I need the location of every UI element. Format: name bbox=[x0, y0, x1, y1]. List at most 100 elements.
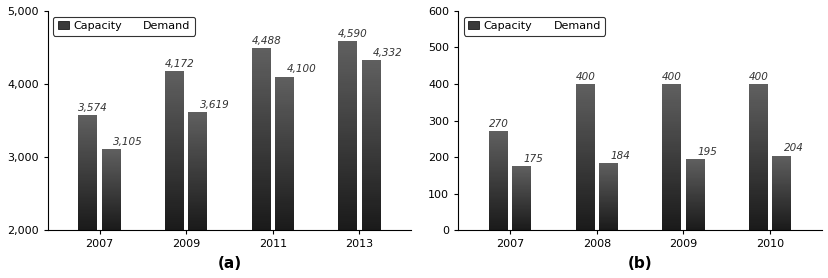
X-axis label: (b): (b) bbox=[627, 256, 652, 271]
Bar bbox=[165, 121, 184, 123]
Bar bbox=[79, 219, 97, 220]
Bar bbox=[338, 223, 357, 225]
Bar bbox=[338, 221, 357, 223]
Bar bbox=[275, 117, 294, 119]
Bar bbox=[79, 161, 97, 163]
Bar bbox=[251, 87, 270, 89]
Bar bbox=[599, 191, 618, 192]
Bar bbox=[79, 223, 97, 224]
Bar bbox=[102, 170, 121, 171]
Bar bbox=[275, 90, 294, 92]
Bar bbox=[575, 104, 594, 106]
Bar bbox=[361, 145, 380, 147]
Bar bbox=[575, 150, 594, 152]
Bar bbox=[102, 208, 121, 209]
Bar bbox=[79, 141, 97, 142]
Bar bbox=[102, 180, 121, 181]
Bar bbox=[361, 60, 380, 62]
Bar bbox=[748, 177, 767, 179]
Bar bbox=[599, 199, 618, 200]
Legend: Capacity, Demand: Capacity, Demand bbox=[463, 16, 604, 36]
Bar bbox=[489, 219, 508, 220]
Bar bbox=[79, 180, 97, 181]
Bar bbox=[748, 115, 767, 117]
Bar bbox=[251, 89, 270, 91]
Bar bbox=[489, 215, 508, 217]
Bar bbox=[772, 208, 791, 209]
Bar bbox=[275, 219, 294, 220]
Bar bbox=[188, 143, 207, 144]
Bar bbox=[685, 175, 704, 176]
Bar bbox=[165, 145, 184, 147]
Bar bbox=[662, 90, 681, 91]
Text: 184: 184 bbox=[609, 151, 629, 161]
X-axis label: (a): (a) bbox=[217, 256, 241, 271]
Bar bbox=[599, 229, 618, 230]
Bar bbox=[251, 60, 270, 62]
Bar bbox=[188, 183, 207, 184]
Bar bbox=[512, 190, 531, 191]
Bar bbox=[599, 217, 618, 218]
Bar bbox=[575, 144, 594, 146]
Bar bbox=[489, 168, 508, 170]
Bar bbox=[251, 121, 270, 123]
Bar bbox=[165, 117, 184, 119]
Text: 204: 204 bbox=[782, 143, 802, 153]
Bar bbox=[165, 173, 184, 175]
Bar bbox=[489, 152, 508, 154]
Bar bbox=[188, 221, 207, 223]
Bar bbox=[599, 192, 618, 193]
Bar bbox=[748, 131, 767, 133]
Bar bbox=[772, 225, 791, 226]
Bar bbox=[575, 181, 594, 183]
Bar bbox=[361, 119, 380, 121]
Bar bbox=[165, 200, 184, 202]
Bar bbox=[251, 162, 270, 164]
Bar bbox=[251, 119, 270, 121]
Bar bbox=[512, 198, 531, 199]
Bar bbox=[599, 200, 618, 201]
Bar bbox=[165, 79, 184, 81]
Bar bbox=[772, 199, 791, 200]
Bar bbox=[489, 195, 508, 197]
Text: 270: 270 bbox=[489, 119, 508, 129]
Bar bbox=[338, 86, 357, 88]
Bar bbox=[251, 203, 270, 205]
Bar bbox=[512, 217, 531, 218]
Bar bbox=[338, 228, 357, 230]
Bar bbox=[748, 133, 767, 135]
Bar bbox=[338, 41, 357, 43]
Bar bbox=[512, 197, 531, 198]
Bar bbox=[748, 111, 767, 113]
Bar bbox=[748, 122, 767, 124]
Bar bbox=[662, 119, 681, 121]
Bar bbox=[361, 94, 380, 96]
Bar bbox=[79, 210, 97, 211]
Bar bbox=[772, 217, 791, 218]
Bar bbox=[102, 205, 121, 206]
Bar bbox=[165, 159, 184, 161]
Bar bbox=[188, 167, 207, 168]
Bar bbox=[251, 128, 270, 130]
Bar bbox=[275, 157, 294, 159]
Bar bbox=[165, 171, 184, 173]
Bar bbox=[102, 175, 121, 176]
Bar bbox=[748, 190, 767, 192]
Bar bbox=[685, 191, 704, 192]
Bar bbox=[102, 226, 121, 227]
Bar bbox=[188, 115, 207, 116]
Bar bbox=[188, 125, 207, 126]
Bar bbox=[361, 215, 380, 217]
Bar bbox=[512, 194, 531, 195]
Bar bbox=[188, 172, 207, 174]
Bar bbox=[251, 96, 270, 98]
Bar bbox=[188, 180, 207, 181]
Bar bbox=[599, 194, 618, 195]
Bar bbox=[662, 157, 681, 159]
Bar bbox=[685, 203, 704, 204]
Bar bbox=[338, 166, 357, 168]
Bar bbox=[79, 158, 97, 160]
Bar bbox=[251, 151, 270, 153]
Bar bbox=[575, 208, 594, 210]
Bar bbox=[275, 173, 294, 175]
